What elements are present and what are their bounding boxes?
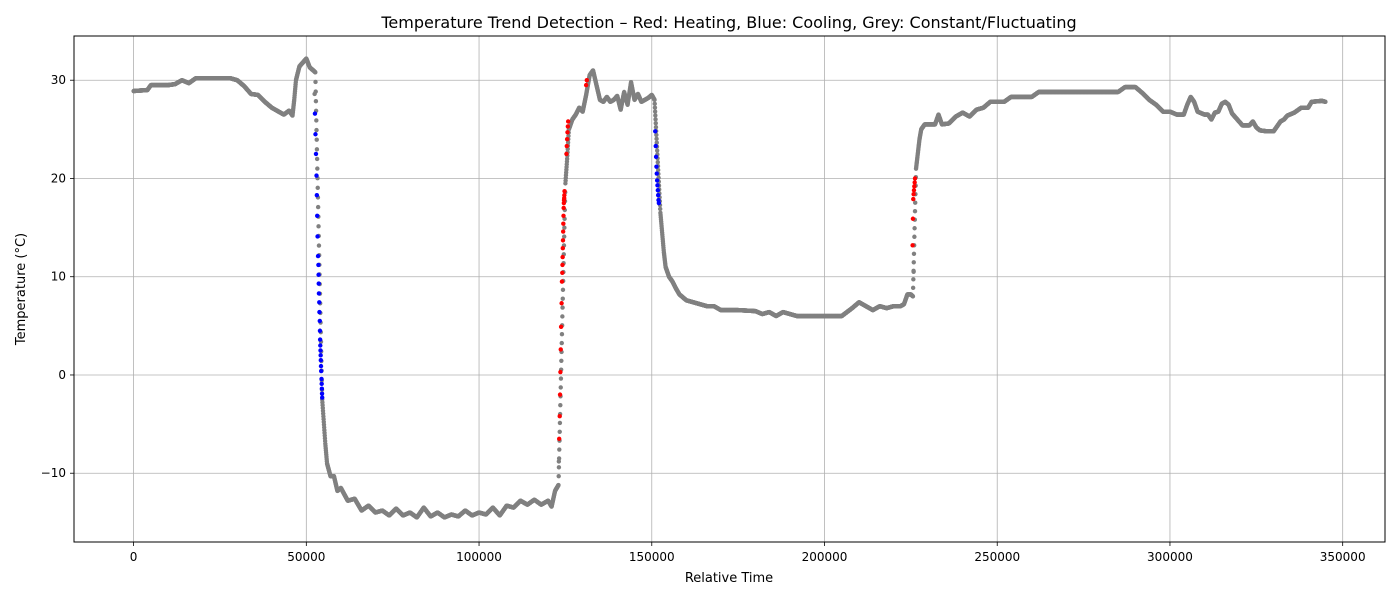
data-point <box>654 121 658 125</box>
data-point <box>911 294 915 298</box>
data-point <box>559 376 563 380</box>
data-point <box>560 314 564 318</box>
data-point <box>558 430 562 434</box>
data-points <box>131 56 1327 519</box>
data-point <box>913 209 917 213</box>
data-point <box>562 234 566 238</box>
data-point <box>314 99 318 103</box>
data-point <box>655 148 659 152</box>
data-point <box>911 286 915 290</box>
data-point <box>314 118 318 122</box>
data-point <box>912 260 916 264</box>
data-point <box>316 186 320 190</box>
data-point <box>315 138 319 142</box>
data-point <box>560 332 564 336</box>
data-point <box>562 226 566 230</box>
data-point <box>315 166 319 170</box>
data-point <box>658 207 662 211</box>
chart-title: Temperature Trend Detection – Red: Heati… <box>380 13 1076 32</box>
data-point <box>656 160 660 164</box>
data-point <box>316 224 320 228</box>
data-point <box>557 447 561 451</box>
data-point <box>653 109 657 113</box>
data-point <box>912 235 916 239</box>
data-point <box>653 105 657 109</box>
data-point <box>560 305 564 309</box>
data-point <box>559 359 563 363</box>
data-point <box>911 277 915 281</box>
data-point <box>912 252 916 256</box>
data-point <box>556 483 560 487</box>
data-point <box>654 125 658 129</box>
data-point <box>560 341 564 345</box>
data-point <box>653 102 657 106</box>
data-point <box>652 98 656 102</box>
data-point <box>314 128 318 132</box>
data-point <box>561 288 565 292</box>
data-point <box>558 421 562 425</box>
data-point <box>561 297 565 301</box>
data-point <box>317 243 321 247</box>
data-point <box>654 137 658 141</box>
data-point <box>316 205 320 209</box>
data-point <box>912 226 916 230</box>
data-point <box>315 147 319 151</box>
data-point <box>653 113 657 117</box>
data-point <box>653 117 657 121</box>
data-point <box>557 474 561 478</box>
data-point <box>313 80 317 84</box>
data-point <box>558 403 562 407</box>
grid-lines <box>74 36 1385 542</box>
data-point <box>313 70 317 74</box>
data-point <box>559 385 563 389</box>
data-point <box>557 465 561 469</box>
data-point <box>315 157 319 161</box>
